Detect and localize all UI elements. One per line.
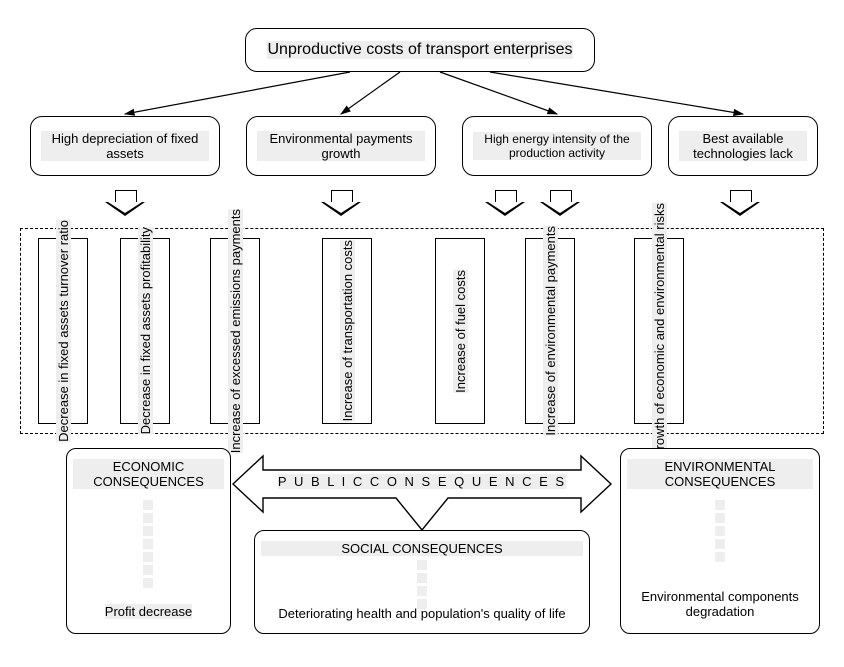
environmental-title: ENVIRONMENTAL CONSEQUENCES	[627, 459, 813, 489]
vertical-box: Increase of environmental payments	[525, 238, 575, 424]
economic-title: ECONOMIC CONSEQUENCES	[73, 459, 224, 489]
vbox-label: Increase of excessed emissions payments	[228, 209, 243, 453]
level1-label: High depreciation of fixed assets	[41, 131, 209, 161]
level1-label: Environmental payments growth	[257, 131, 425, 161]
block-arrow-down-icon	[485, 190, 525, 218]
vertical-box: Growth of economic and environmental ris…	[634, 238, 684, 424]
vbox-label: Increase of environmental payments	[543, 226, 558, 436]
vertical-box: Increase of fuel costs	[435, 238, 485, 424]
level1-node: Best available technologies lack	[668, 116, 818, 176]
block-arrow-down-icon	[540, 190, 580, 218]
block-arrow-down-icon	[720, 190, 760, 218]
block-arrow-down-icon	[105, 190, 145, 218]
level1-node: High depreciation of fixed assets	[30, 116, 220, 176]
root-label: Unproductive costs of transport enterpri…	[267, 41, 572, 59]
level1-label: High energy intensity of the production …	[473, 132, 641, 160]
vbox-label: Increase of transportation costs	[340, 240, 355, 421]
dotted-connector-icon	[417, 560, 427, 609]
vertical-box: Increase of transportation costs	[322, 238, 372, 424]
dotted-connector-icon	[143, 500, 153, 588]
vbox-label: Increase of fuel costs	[453, 270, 468, 393]
vertical-box: Increase of excessed emissions payments	[210, 238, 260, 424]
level1-label: Best available technologies lack	[679, 131, 807, 161]
level1-node: High energy intensity of the production …	[462, 116, 652, 176]
environmental-result: Environmental components degradation	[641, 589, 799, 619]
root-node: Unproductive costs of transport enterpri…	[245, 28, 595, 72]
vertical-box: Decrease in fixed assets profitability	[120, 238, 170, 424]
public-consequences-label: P U B L I C C O N S E Q U E N C E S	[268, 474, 576, 489]
social-title: SOCIAL CONSEQUENCES	[261, 541, 583, 556]
block-arrow-down-icon	[321, 190, 361, 218]
dotted-connector-icon	[715, 500, 725, 562]
vbox-label: Growth of economic and environmental ris…	[652, 203, 667, 460]
vertical-box: Decrease in fixed assets turnover ratio	[38, 238, 88, 424]
vbox-label: Decrease in fixed assets turnover ratio	[56, 220, 71, 442]
economic-result: Profit decrease	[105, 604, 192, 619]
vbox-label: Decrease in fixed assets profitability	[138, 227, 153, 434]
level1-node: Environmental payments growth	[246, 116, 436, 176]
